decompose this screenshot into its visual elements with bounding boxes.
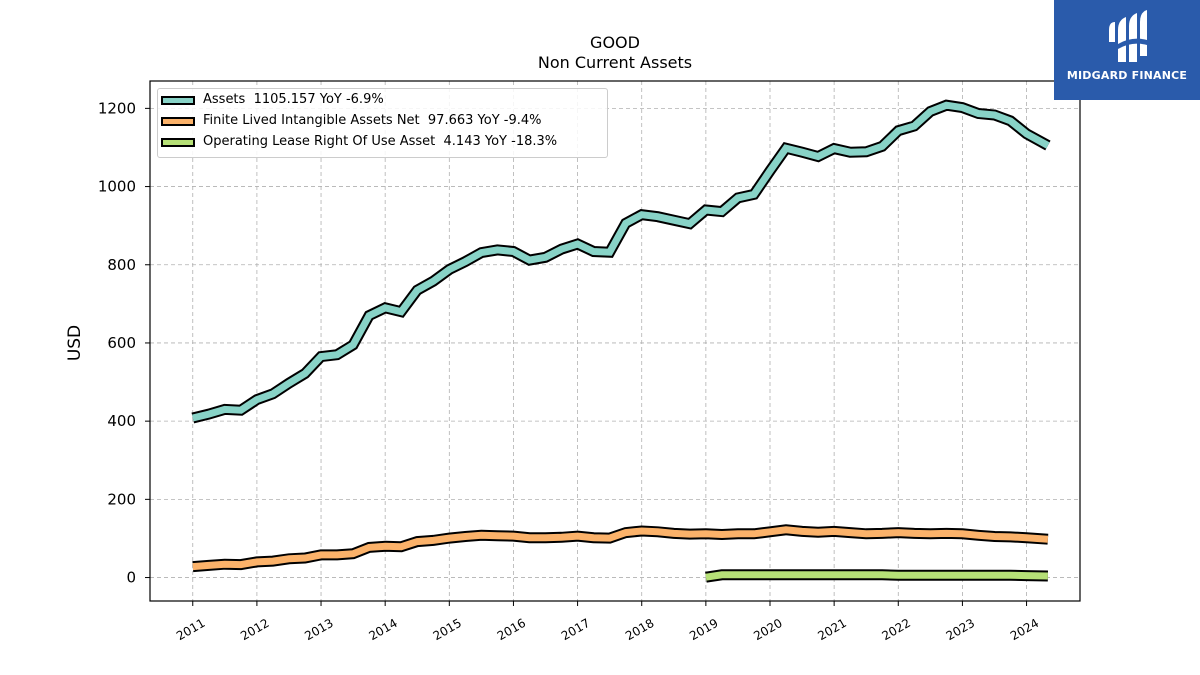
x-tick-label: 2020 [751, 616, 784, 643]
series-line-assets [191, 101, 1050, 422]
x-tick-label: 2011 [174, 616, 207, 643]
grid-lines [150, 81, 1080, 601]
series-line-lease [705, 571, 1048, 581]
x-tick-label: 2013 [302, 616, 335, 643]
plot-frame [149, 80, 1081, 602]
x-tick-label: 2012 [238, 616, 271, 643]
legend-label-assets: Assets 1105.157 YoY -6.9% [203, 92, 384, 107]
y-tick-label: 800 [107, 256, 136, 274]
y-tick-label: 0 [126, 569, 136, 587]
x-tick-label: 2015 [431, 616, 464, 643]
x-tick-label: 2016 [495, 616, 528, 643]
x-tick-label: 2023 [944, 616, 977, 643]
legend-swatch-lease [161, 138, 195, 147]
y-axis-label: USD [65, 325, 85, 361]
chart-legend: Assets 1105.157 YoY -6.9% Finite Lived I… [157, 88, 608, 158]
y-tick-label: 1000 [98, 178, 136, 196]
x-tick-label: 2022 [880, 616, 913, 643]
logo-text: MIDGARD FINANCE [1066, 69, 1188, 82]
y-tick-label: 400 [107, 412, 136, 430]
y-tick-label: 600 [107, 334, 136, 352]
series-line-intangible [192, 526, 1049, 571]
x-tick-label: 2021 [815, 616, 848, 643]
midgard-finance-logo: MIDGARD FINANCE [1054, 0, 1200, 100]
legend-swatch-assets [161, 96, 195, 105]
logo-mark-icon [1109, 10, 1147, 62]
legend-label-lease: Operating Lease Right Of Use Asset 4.143… [203, 134, 558, 149]
chart-title: GOOD [590, 33, 640, 52]
legend-label-intangible: Finite Lived Intangible Assets Net 97.66… [203, 113, 542, 128]
chart-subtitle: Non Current Assets [537, 53, 693, 72]
y-tick-label: 1200 [98, 99, 136, 117]
y-tick-label: 200 [107, 490, 136, 508]
x-tick-label: 2024 [1008, 616, 1041, 643]
series-group [191, 99, 1051, 583]
x-tick-label: 2017 [559, 616, 592, 643]
x-tick-label: 2018 [623, 616, 656, 643]
x-tick-label: 2019 [687, 616, 720, 643]
legend-swatch-intangible [161, 117, 195, 126]
x-tick-label: 2014 [366, 616, 399, 643]
